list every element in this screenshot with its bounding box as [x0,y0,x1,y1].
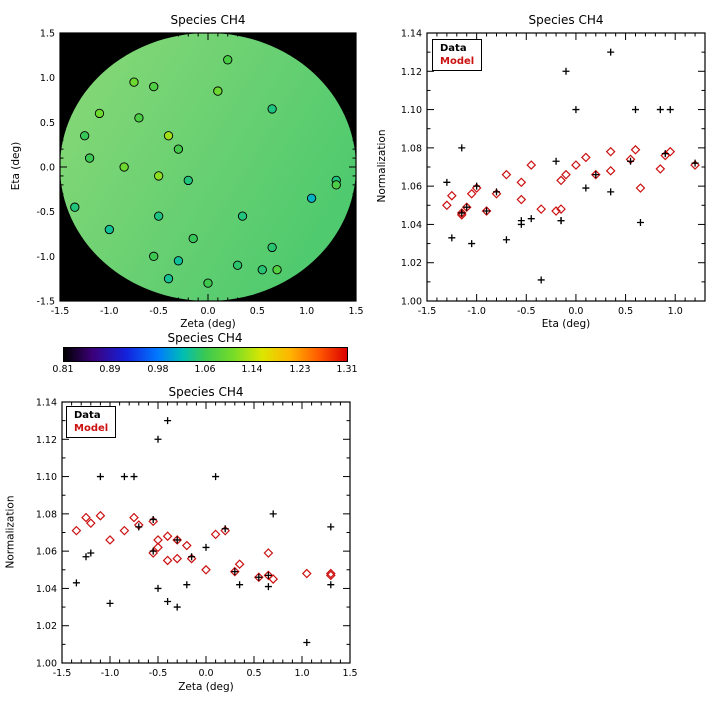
svg-text:1.08: 1.08 [36,509,57,520]
svg-text:0.5: 0.5 [246,668,261,679]
position-y-axis-label: Eta (deg) [10,141,22,191]
colorbar-tick-label: 0.81 [52,364,74,375]
svg-text:1.02: 1.02 [36,621,57,632]
colorbar-gradient [63,347,348,362]
norm-vs-eta-x-axis-label: Eta (deg) [541,318,591,330]
svg-text:1.10: 1.10 [401,105,422,116]
svg-text:-0.5: -0.5 [517,306,536,317]
colorbar-tick-label: 1.14 [241,364,263,375]
svg-text:0.0: 0.0 [200,306,215,317]
legend-data-label: Data [440,43,467,54]
svg-text:-0.5: -0.5 [36,207,55,218]
svg-text:1.00: 1.00 [401,297,422,308]
norm-vs-zeta-y-axis-label: Normalization [4,495,17,569]
svg-text:1.14: 1.14 [401,29,422,40]
svg-text:1.04: 1.04 [36,584,57,595]
svg-text:1.0: 1.0 [40,73,55,84]
svg-text:-0.5: -0.5 [149,306,168,317]
svg-text:1.08: 1.08 [401,143,422,154]
svg-text:0.5: 0.5 [40,118,55,129]
svg-text:1.0: 1.0 [668,306,683,317]
position-scatter-plot: -1.5 -1.0 -0.5 0.0 0.5 1.0 1.5 -1.5 -1.0 -0.5 0.0 0… [36,29,363,318]
svg-text:1.0: 1.0 [299,306,314,317]
panel-norm-vs-zeta: -1.5 -1.0 -0.5 0.0 0.5 1.0 1.5 1.00 1.02 1.04 1.06… [0,385,370,720]
svg-text:1.14: 1.14 [36,398,57,409]
svg-text:-1.0: -1.0 [467,306,486,317]
norm-vs-eta-y-axis-label: Normalization [376,129,388,203]
svg-text:0.0: 0.0 [198,668,213,679]
norm-vs-zeta-title: Species CH4 [168,385,244,399]
svg-text:0.5: 0.5 [250,306,265,317]
colorbar-tick-label: 1.06 [194,364,216,375]
panel-position-map: -1.5 -1.0 -0.5 0.0 0.5 1.0 1.5 -1.5 -1.0 -0.5 0.0 0… [0,0,370,345]
legend-model-label: Model [74,423,109,434]
svg-text:-1.5: -1.5 [418,306,437,317]
svg-text:1.5: 1.5 [342,668,357,679]
svg-text:0.0: 0.0 [40,163,55,174]
svg-text:-0.5: -0.5 [149,668,168,679]
norm-vs-zeta-x-axis-label: Zeta (deg) [178,681,234,693]
svg-text:1.04: 1.04 [401,220,422,231]
svg-text:0.0: 0.0 [568,306,583,317]
svg-text:-1.0: -1.0 [100,306,119,317]
svg-text:1.12: 1.12 [36,435,57,446]
panel-norm-vs-eta: -1.5 -1.0 -0.5 0.0 0.5 1.0 1.00 1.02 1.04 1.06 1.0… [370,0,720,345]
svg-text:-1.5: -1.5 [53,668,72,679]
svg-text:1.00: 1.00 [36,659,57,670]
norm-vs-zeta-legend: Data Model [66,406,117,438]
position-x-axis-label: Zeta (deg) [180,318,236,330]
svg-text:-1.0: -1.0 [36,252,55,263]
svg-text:1.10: 1.10 [36,472,57,483]
svg-text:1.5: 1.5 [348,306,363,317]
position-plot-title: Species CH4 [170,13,246,27]
svg-text:1.0: 1.0 [294,668,309,679]
norm-vs-eta-scatter-plot: -1.5 -1.0 -0.5 0.0 0.5 1.0 1.00 1.02 1.04 1.06 1.0… [401,29,706,317]
svg-text:-1.5: -1.5 [51,306,70,317]
norm-vs-zeta-scatter-plot: -1.5 -1.0 -0.5 0.0 0.5 1.0 1.5 1.00 1.02 1.04 1.06… [36,398,358,680]
svg-text:-1.0: -1.0 [101,668,120,679]
svg-text:-1.5: -1.5 [36,297,55,308]
svg-text:1.5: 1.5 [40,29,55,40]
legend-model-label: Model [440,56,475,67]
norm-vs-eta-legend: Data Model [432,39,483,71]
legend-data-label: Data [74,410,101,421]
svg-text:1.06: 1.06 [36,547,57,558]
panel-colorbar: Species CH4 0.81 0.89 0.98 1.06 1.14 1.2… [0,326,370,386]
colorbar-tick-label: 1.31 [336,364,358,375]
svg-text:1.02: 1.02 [401,258,422,269]
colorbar-tick-label: 0.98 [147,364,169,375]
svg-text:1.06: 1.06 [401,182,422,193]
colorbar-title: Species CH4 [167,331,243,345]
svg-text:0.5: 0.5 [618,306,633,317]
colorbar-tick-label: 1.23 [289,364,311,375]
norm-vs-eta-title: Species CH4 [528,13,604,27]
colorbar-tick-label: 0.89 [99,364,121,375]
svg-text:1.12: 1.12 [401,67,422,78]
